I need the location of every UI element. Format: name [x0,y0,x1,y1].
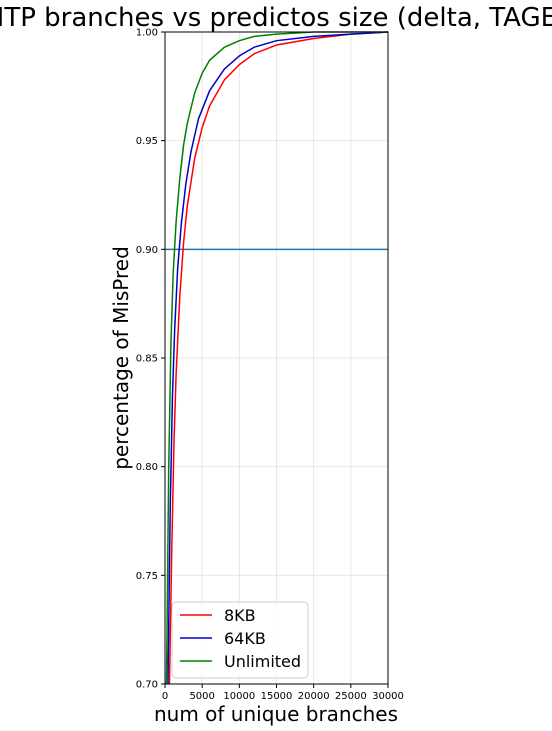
legend: 8KB 64KB Unlimited [171,601,309,679]
x-axis: 0 5000 10000 15000 20000 25000 30000 [162,684,404,702]
series-line-unlimited [165,31,388,685]
y-axis: 0.70 0.75 0.80 0.85 0.90 0.95 1.00 [136,28,165,691]
y-tick-label: 0.70 [136,680,158,691]
x-tick-label: 10000 [223,691,255,702]
y-tick-label: 1.00 [136,28,158,39]
y-tick-label: 0.90 [136,245,158,256]
x-tick-label: 20000 [298,691,330,702]
x-tick-label: 25000 [335,691,367,702]
legend-label: 8KB [224,606,256,625]
series-layer [165,31,389,685]
x-tick-label: 0 [162,691,168,702]
x-tick-label: 30000 [372,691,404,702]
legend-label: 64KB [224,629,266,648]
x-axis-label: num of unique branches [154,702,398,726]
y-tick-label: 0.95 [136,136,158,147]
y-tick-label: 0.75 [136,571,158,582]
x-tick-label: 15000 [261,691,293,702]
y-axis-label: percentage of MisPred [109,246,133,470]
series-line-64kb [167,31,389,685]
y-tick-label: 0.85 [136,354,158,365]
series-line-8kb [168,31,389,685]
chart-title: HTP branches vs predictos size (delta, T… [0,3,552,33]
legend-label: Unlimited [224,652,301,671]
y-tick-label: 0.80 [136,462,158,473]
grid-layer [164,31,389,685]
x-tick-label: 5000 [189,691,214,702]
legend-box [171,601,309,679]
